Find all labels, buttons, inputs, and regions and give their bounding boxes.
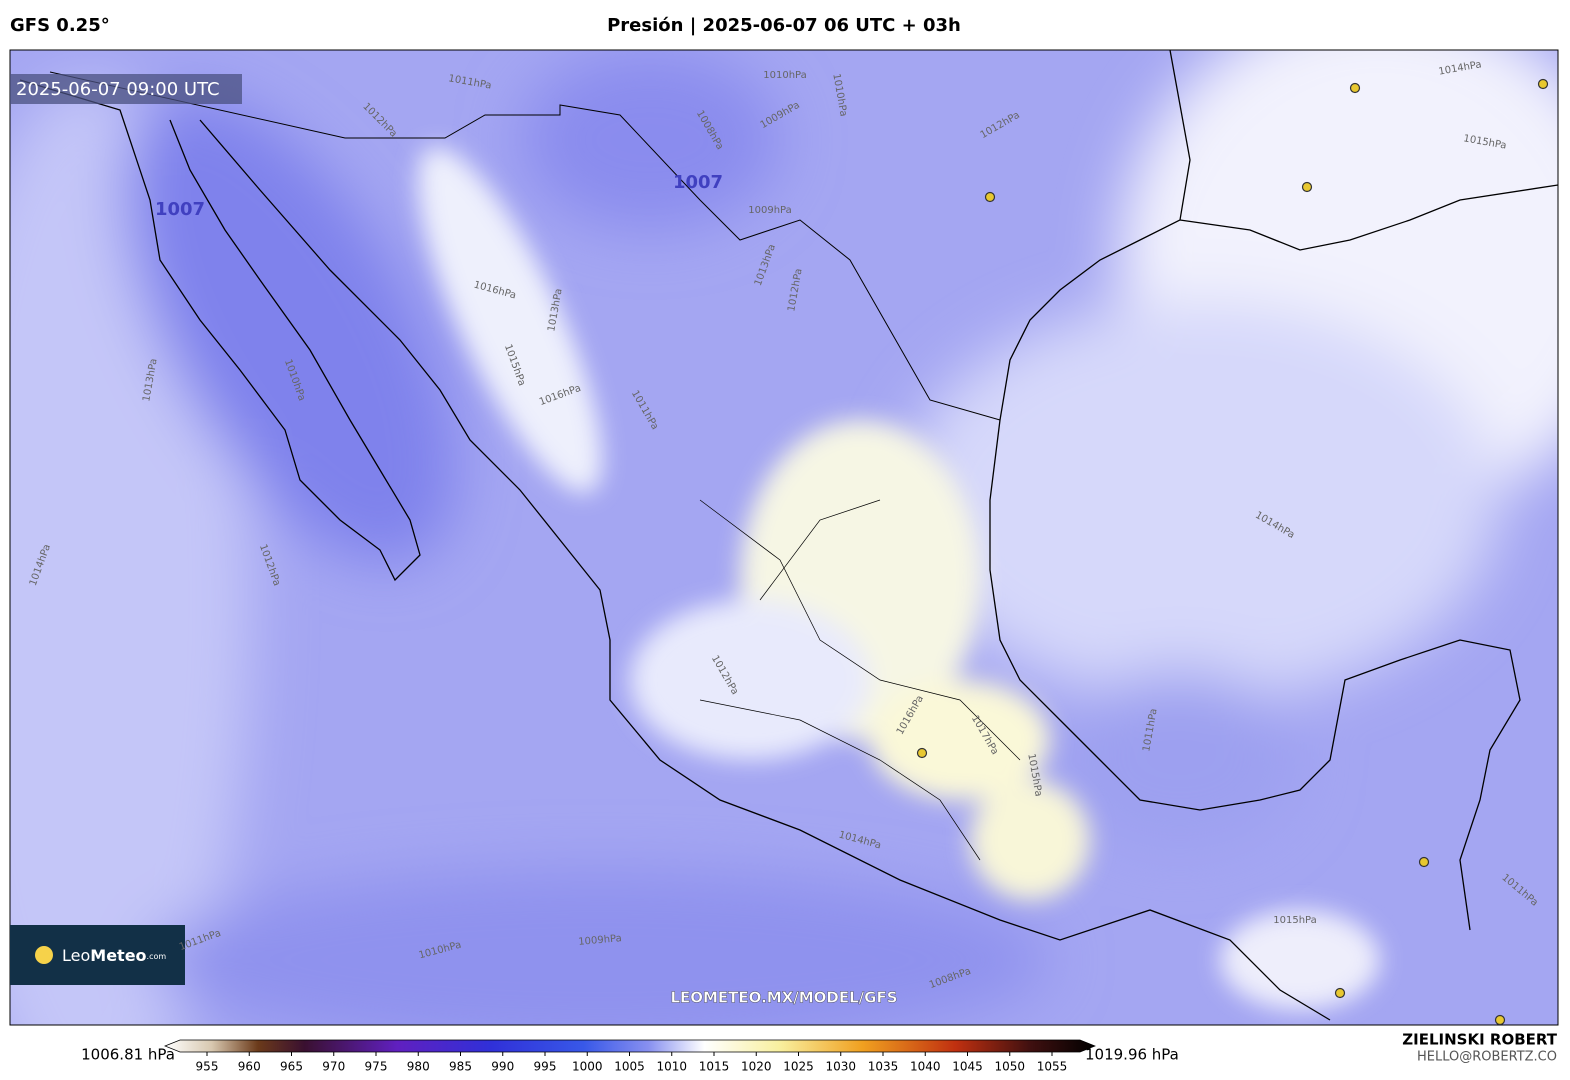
colorbar-tick-label: 975 (365, 1060, 388, 1074)
colorbar-tick-label: 970 (322, 1060, 345, 1074)
colorbar-tick-label: 1000 (572, 1060, 603, 1074)
chart-title: Presión | 2025-06-07 06 UTC + 03h (607, 15, 961, 36)
colorbar-tick-label: 1025 (783, 1060, 814, 1074)
logo-sun (35, 946, 53, 964)
colorbar-max: 1019.96 hPa (1085, 1046, 1179, 1064)
colorbar-tick-label: 1010 (656, 1060, 687, 1074)
colorbar-tick-label: 1055 (1037, 1060, 1068, 1074)
colorbar (164, 1039, 1096, 1053)
isobar-label: 1009hPa (748, 205, 792, 216)
logo-part: Leo (62, 946, 90, 965)
logo-part: Meteo (90, 946, 146, 965)
credit-name: ZIELINSKI ROBERT (1402, 1031, 1557, 1049)
colorbar-tick-label: 1045 (952, 1060, 983, 1074)
logo-part: .com (147, 952, 167, 961)
colorbar-tick-label: 1035 (868, 1060, 899, 1074)
isobar-label: 1009hPa (578, 933, 622, 948)
colorbar-tick-label: 1040 (910, 1060, 941, 1074)
city-marker (984, 191, 996, 203)
low-label: 1007 (673, 172, 723, 193)
isobar-label: 1010hPa (763, 70, 807, 81)
city-marker (1494, 1014, 1506, 1025)
colorbar-tick-label: 1005 (614, 1060, 645, 1074)
colorbar-tick-label: 985 (449, 1060, 472, 1074)
colorbar-tick-label: 980 (407, 1060, 430, 1074)
city-marker (1537, 78, 1549, 90)
map-frame (9, 49, 1559, 1026)
city-marker (1349, 82, 1361, 94)
colorbar-tick-label: 1030 (825, 1060, 856, 1074)
low-label: 1007 (155, 199, 205, 220)
watermark: LEOMETEO.MX/MODEL/GFS (670, 989, 897, 1007)
colorbar-tick-label: 1050 (994, 1060, 1025, 1074)
colorbar-tick-label: 995 (534, 1060, 557, 1074)
colorbar-tick-label: 960 (238, 1060, 261, 1074)
colorbar-tick-label: 1015 (699, 1060, 730, 1074)
isobar-label: 1015hPa (1273, 915, 1317, 926)
colorbar-tick-label: 990 (491, 1060, 514, 1074)
city-marker (1418, 856, 1430, 868)
colorbar-tick-label: 965 (280, 1060, 303, 1074)
timestamp: 2025-06-07 09:00 UTC (16, 79, 220, 100)
credit-email: HELLO@ROBERTZ.CO (1417, 1050, 1557, 1065)
colorbar-min: 1006.81 hPa (81, 1046, 175, 1064)
city-marker (916, 747, 928, 759)
colorbar-tick-label: 1020 (741, 1060, 772, 1074)
city-marker (1301, 181, 1313, 193)
city-marker (1334, 987, 1346, 999)
model-name: GFS 0.25° (10, 15, 110, 36)
logo-text: LeoMeteo.com (62, 946, 166, 965)
highland-field (417, 146, 1380, 1010)
colorbar-tick-label: 955 (196, 1060, 219, 1074)
coastlines (19, 50, 1558, 1021)
timestamp-box (10, 74, 242, 104)
